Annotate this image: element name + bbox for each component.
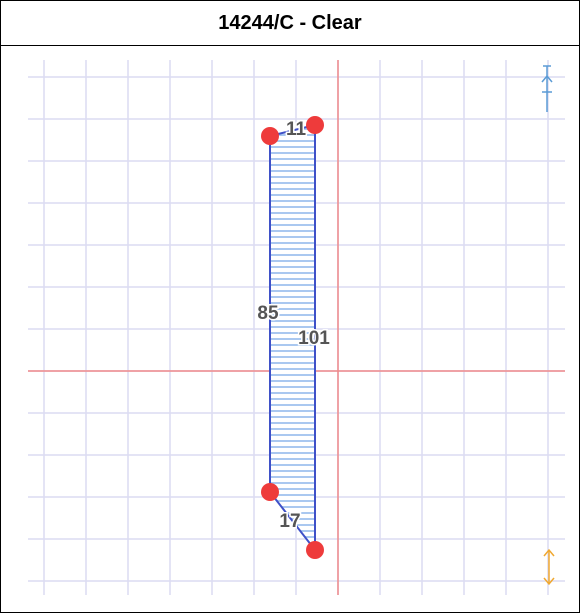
edge-label: 17 <box>279 511 300 532</box>
zoom-in-icon[interactable] <box>541 65 553 112</box>
vertex[interactable] <box>306 116 324 134</box>
edge-label: 101 <box>298 328 330 349</box>
edge-label: 11 <box>286 119 307 140</box>
vertex[interactable] <box>261 483 279 501</box>
editor-title: 14244/C - Clear <box>1 1 579 46</box>
zoom-out-icon[interactable] <box>543 548 555 586</box>
vertex[interactable] <box>306 541 324 559</box>
edge-label: 85 <box>257 303 279 324</box>
vertex[interactable] <box>261 127 279 145</box>
